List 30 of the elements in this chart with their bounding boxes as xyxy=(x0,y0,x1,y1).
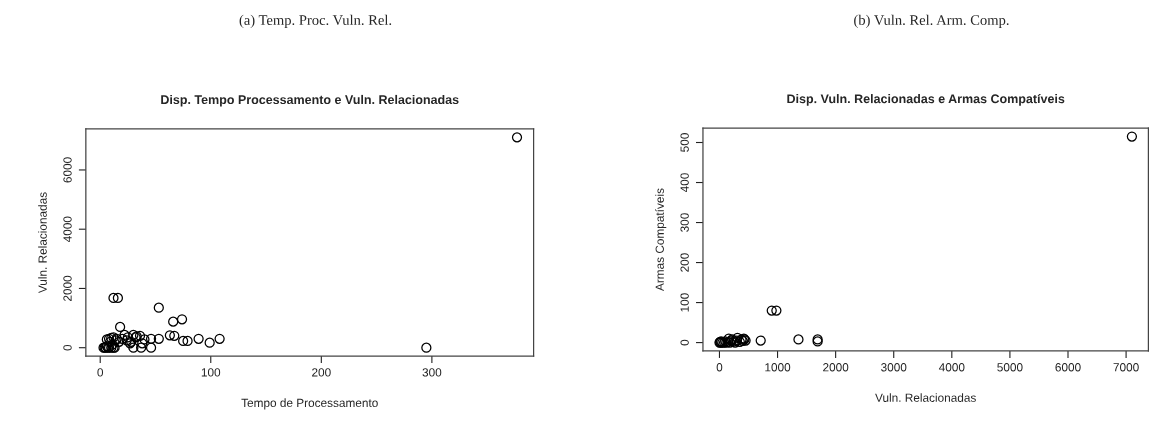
y-tick-label: 200 xyxy=(680,253,689,272)
x-tick-label: 200 xyxy=(312,368,331,377)
text: (a) Temp. Proc. Vuln. Rel. xyxy=(239,14,392,28)
y-tick-label: 400 xyxy=(680,173,689,193)
y-tick-label: 0 xyxy=(680,339,689,346)
y-axis-title: Vuln. Relacionadas xyxy=(38,192,47,294)
x-tick-label: 1000 xyxy=(765,363,791,372)
x-tick-label: 0 xyxy=(716,363,723,372)
x-tick-label: 5000 xyxy=(997,363,1023,372)
x-tick-label: 0 xyxy=(97,368,104,377)
text: (b) Vuln. Rel. Arm. Comp. xyxy=(854,14,1009,28)
x-tick-label: 300 xyxy=(422,368,442,377)
y-tick-label: 0 xyxy=(63,344,72,351)
chart-title: Disp. Tempo Processamento e Vuln. Relacionadas xyxy=(161,94,459,107)
y-tick-label: 2000 xyxy=(63,275,72,301)
y-tick-label: 6000 xyxy=(63,157,72,183)
x-tick-label: 4000 xyxy=(938,363,965,372)
x-axis-title: Vuln. Relacionadas xyxy=(875,393,976,402)
x-tick-label: 3000 xyxy=(881,363,907,372)
x-tick-label: 7000 xyxy=(1113,363,1139,372)
y-tick-label: 100 xyxy=(680,293,689,312)
chart-title: Disp. Vuln. Relacionadas e Armas Compatíveis xyxy=(787,93,1065,106)
x-axis-title: Tempo de Processamento xyxy=(241,398,378,410)
y-axis-title: Armas Compatíveis xyxy=(655,188,667,292)
x-tick-label: 2000 xyxy=(823,363,849,372)
x-tick-label: 100 xyxy=(201,368,221,377)
y-tick-label: 4000 xyxy=(63,216,72,243)
x-tick-label: 6000 xyxy=(1055,363,1081,372)
y-tick-label: 500 xyxy=(680,133,689,152)
y-tick-label: 300 xyxy=(680,213,689,232)
